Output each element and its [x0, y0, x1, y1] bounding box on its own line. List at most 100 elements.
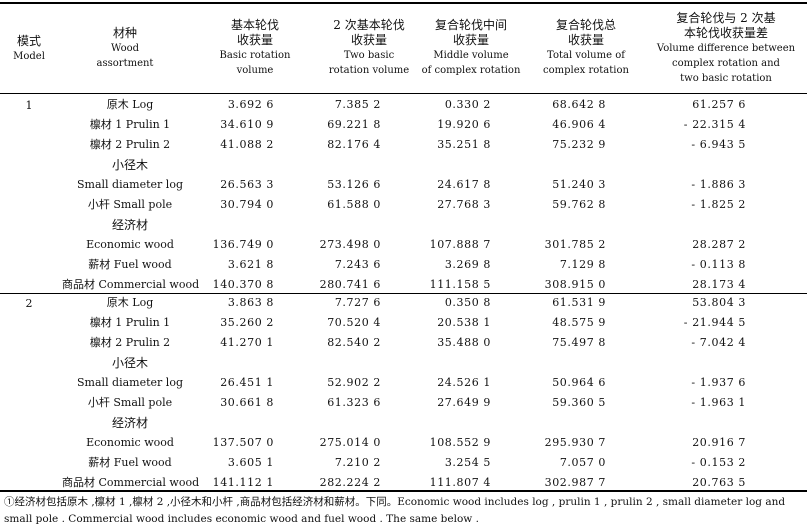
basic-value: 3.605 1: [227, 456, 274, 469]
basic-value: 30.794 0: [220, 198, 274, 211]
diff-value: 20.763 5: [692, 476, 746, 489]
species-label: Small diameter log: [77, 376, 183, 389]
species-label-cn: 经济材: [111, 416, 148, 430]
diff-value: 28.287 2: [692, 238, 746, 251]
middle-value: 107.888 7: [429, 238, 491, 251]
species-label: Economic wood: [86, 238, 174, 251]
middle-value: 0.350 8: [444, 296, 491, 309]
species-label-cn: 小径木: [111, 356, 148, 370]
species-label: 原木 Log: [106, 98, 154, 111]
middle-value: 20.538 1: [437, 316, 491, 329]
middle-value: 35.251 8: [437, 138, 491, 151]
diff-value: 61.257 6: [692, 98, 746, 111]
basic-value: 35.260 2: [220, 316, 274, 329]
species-label: 薪材 Fuel wood: [88, 258, 172, 271]
species-label-cn: 小径木: [111, 158, 148, 172]
two-value: 61.588 0: [327, 198, 381, 211]
diff-value: - 22.315 4: [683, 118, 746, 131]
species-label: 商品材 Commercial wood: [62, 476, 200, 489]
middle-value: 19.920 6: [437, 118, 491, 131]
basic-value: 3.621 8: [227, 258, 274, 271]
two-value: 82.176 4: [327, 138, 381, 151]
bottom-rule: [0, 490, 807, 492]
two-value: 7.210 2: [334, 456, 381, 469]
total-value: 61.531 9: [552, 296, 606, 309]
two-value: 275.014 0: [319, 436, 381, 449]
total-value: 59.762 8: [552, 198, 606, 211]
total-value: 302.987 7: [544, 476, 606, 489]
diff-value: - 1.825 2: [691, 198, 746, 211]
group-divider-rule: [0, 293, 807, 294]
header-model: 模式 Model: [13, 34, 45, 62]
species-label: Small diameter log: [77, 178, 183, 191]
header-total-volume: 复合轮伐总 收获量 Total volume of complex rotati…: [543, 18, 629, 76]
total-value: 75.232 9: [552, 138, 606, 151]
total-value: 308.915 0: [544, 278, 606, 291]
species-label: 薪材 Fuel wood: [88, 456, 172, 469]
diff-value: 53.804 3: [692, 296, 746, 309]
header-rule: [0, 93, 807, 94]
species-label: 檩材 1 Prulin 1: [89, 316, 171, 329]
middle-value: 27.768 3: [437, 198, 491, 211]
two-value: 282.224 2: [319, 476, 381, 489]
basic-value: 137.507 0: [212, 436, 274, 449]
basic-value: 140.370 8: [212, 278, 274, 291]
middle-value: 3.269 8: [444, 258, 491, 271]
model-1-label: 1: [25, 99, 33, 112]
species-label: 小杆 Small pole: [87, 198, 173, 211]
two-value: 7.385 2: [334, 98, 381, 111]
diff-value: - 6.943 5: [691, 138, 746, 151]
middle-value: 24.617 8: [437, 178, 491, 191]
species-label: 商品材 Commercial wood: [62, 278, 200, 291]
diff-value: 20.916 7: [692, 436, 746, 449]
model-2-label: 2: [25, 297, 33, 310]
total-value: 301.785 2: [544, 238, 606, 251]
middle-value: 35.488 0: [437, 336, 491, 349]
two-value: 52.902 2: [327, 376, 381, 389]
species-label: 原木 Log: [106, 296, 154, 309]
basic-value: 26.563 3: [220, 178, 274, 191]
species-label-cn: 经济材: [111, 218, 148, 232]
diff-value: - 1.937 6: [691, 376, 746, 389]
basic-value: 3.692 6: [227, 98, 274, 111]
middle-value: 111.158 5: [429, 278, 491, 291]
total-value: 46.906 4: [552, 118, 606, 131]
middle-value: 27.649 9: [437, 396, 491, 409]
basic-value: 3.863 8: [227, 296, 274, 309]
species-label: Economic wood: [86, 436, 174, 449]
header-volume-difference: 复合轮伐与 2 次基 本轮伐收获量差 Volume difference bet…: [656, 11, 796, 84]
total-value: 50.964 6: [552, 376, 606, 389]
diff-value: - 1.963 1: [691, 396, 746, 409]
basic-value: 34.610 9: [220, 118, 274, 131]
diff-value: - 0.153 2: [691, 456, 746, 469]
middle-value: 3.254 5: [444, 456, 491, 469]
total-value: 7.129 8: [559, 258, 606, 271]
basic-value: 136.749 0: [212, 238, 274, 251]
total-value: 59.360 5: [552, 396, 606, 409]
header-two-basic-rotation: 2 次基本轮伐 收获量 Two basic rotation volume: [328, 18, 410, 76]
diff-value: - 0.113 8: [691, 258, 746, 271]
two-value: 7.727 6: [334, 296, 381, 309]
total-value: 7.057 0: [559, 456, 606, 469]
total-value: 68.642 8: [552, 98, 606, 111]
total-value: 295.930 7: [544, 436, 606, 449]
header-basic-rotation: 基本轮伐 收获量 Basic rotation volume: [219, 18, 291, 76]
total-value: 75.497 8: [552, 336, 606, 349]
diff-value: - 21.944 5: [683, 316, 746, 329]
diff-value: 28.173 4: [692, 278, 746, 291]
diff-value: - 1.886 3: [691, 178, 746, 191]
basic-value: 30.661 8: [220, 396, 274, 409]
basic-value: 41.088 2: [220, 138, 274, 151]
two-value: 273.498 0: [319, 238, 381, 251]
total-value: 51.240 3: [552, 178, 606, 191]
total-value: 48.575 9: [552, 316, 606, 329]
basic-value: 141.112 1: [212, 476, 274, 489]
two-value: 61.323 6: [327, 396, 381, 409]
top-rule: [0, 2, 807, 4]
two-value: 53.126 6: [327, 178, 381, 191]
basic-value: 41.270 1: [220, 336, 274, 349]
two-value: 7.243 6: [334, 258, 381, 271]
header-species: 材种 Wood assortment: [96, 26, 154, 69]
two-value: 280.741 6: [319, 278, 381, 291]
two-value: 69.221 8: [327, 118, 381, 131]
